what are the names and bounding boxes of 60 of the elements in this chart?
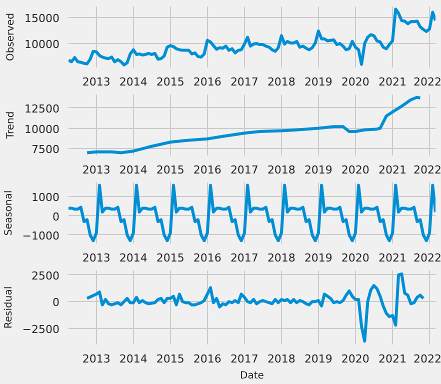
x-tick-label: 2017 [230,352,258,366]
x-tick-label: 2013 [82,76,110,88]
x-tick-label: 2019 [304,352,332,366]
x-tick-label: 2020 [341,164,370,176]
x-tick-label: 2019 [304,164,332,176]
y-axis-title: Residual [3,286,14,329]
x-tick-label: 2021 [378,164,407,176]
y-tick-label: 0 [52,210,60,224]
x-tick-label: 2017 [230,164,258,176]
x-tick-label: 2016 [193,252,222,264]
x-tick-label: 2022 [414,352,441,366]
x-tick-label: 2014 [119,164,148,176]
x-tick-label: 2013 [82,252,110,264]
y-tick-label: −2500 [22,322,60,336]
x-tick-label: 2014 [119,352,148,366]
x-tick-label: 2020 [341,352,370,366]
y-tick-label: 0 [52,296,60,310]
y-axis-title: Seasonal [3,190,14,236]
x-tick-label: 2021 [378,76,407,88]
x-tick-label: 2019 [304,76,332,88]
x-tick-label: 2022 [414,252,441,264]
y-tick-label: −1000 [22,229,60,242]
x-tick-label: 2018 [267,164,296,176]
x-tick-label: 2015 [156,252,184,264]
x-tick-label: 2016 [193,76,222,88]
y-tick-label: 1000 [32,191,60,204]
x-tick-label: 2017 [230,76,258,88]
x-tick-label: 2015 [156,164,184,176]
y-axis-title: Trend [6,111,17,140]
x-tick-label: 2013 [82,164,110,176]
y-tick-label: 7500 [32,143,60,156]
x-tick-label: 2022 [414,76,441,88]
x-tick-label: 2021 [378,252,407,264]
x-axis-title: Date [240,370,264,382]
x-tick-label: 2019 [304,252,332,264]
x-tick-label: 2021 [378,352,407,366]
x-tick-label: 2015 [156,76,184,88]
line-series [68,8,436,66]
x-tick-label: 2022 [414,164,441,176]
line-series [86,96,422,154]
x-tick-label: 2016 [193,164,222,176]
x-tick-label: 2020 [341,76,370,88]
x-tick-label: 2014 [119,252,148,264]
y-tick-label: 12500 [24,102,60,116]
x-tick-label: 2018 [267,76,296,88]
x-tick-label: 2017 [230,252,258,264]
x-tick-label: 2018 [267,252,296,264]
x-tick-label: 2015 [156,352,184,366]
y-tick-label: 10000 [24,38,60,52]
x-tick-label: 2020 [341,252,370,264]
y-tick-label: 15000 [24,12,60,25]
line-series [68,184,436,242]
y-tick-label: 2500 [32,269,60,282]
line-series [86,272,425,343]
y-axis-title: Observed [6,12,17,62]
x-tick-label: 2018 [267,352,296,366]
x-tick-label: 2013 [82,352,110,366]
y-tick-label: 10000 [24,122,60,136]
x-tick-label: 2016 [193,352,222,366]
x-tick-label: 2014 [119,76,148,88]
